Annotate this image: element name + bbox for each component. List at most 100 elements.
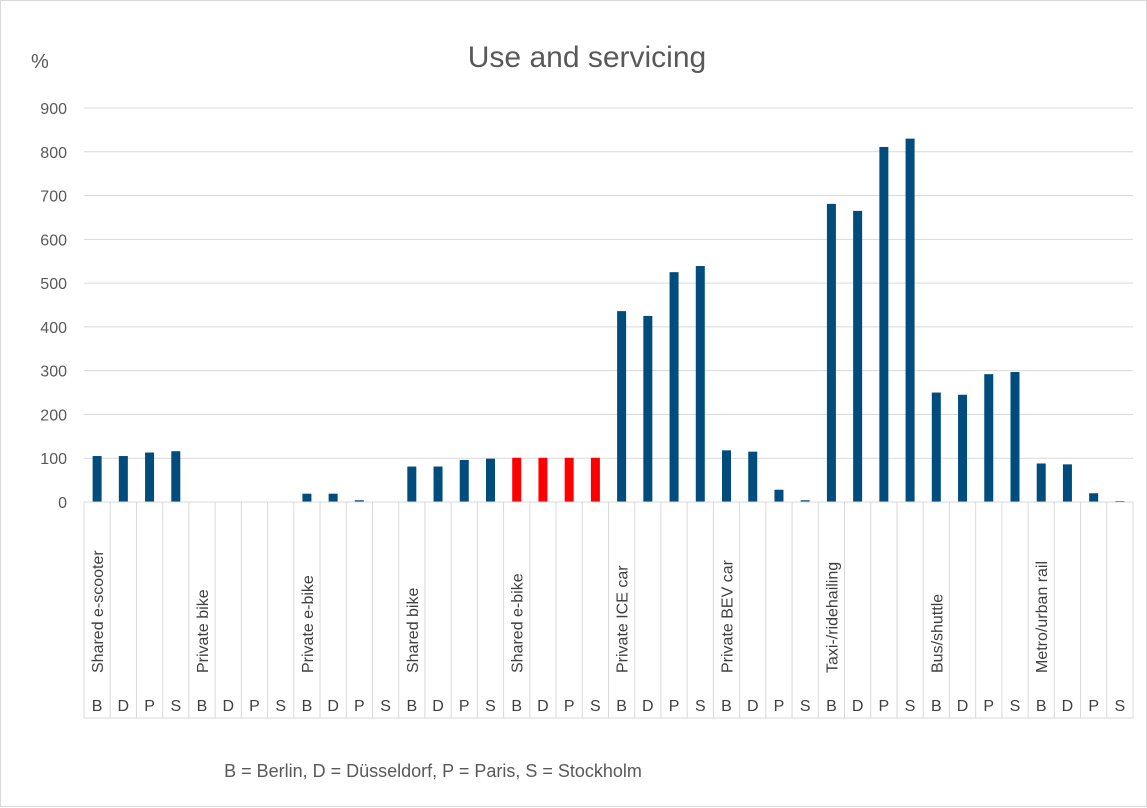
bar — [118, 456, 128, 502]
city-label: S — [695, 698, 706, 715]
y-tick-label: 100 — [40, 451, 67, 468]
bar — [695, 266, 705, 502]
category-label: Taxi-/ridehailing — [824, 562, 841, 673]
city-label: B — [302, 698, 313, 715]
city-label: B — [511, 698, 522, 715]
bar — [92, 456, 102, 502]
category-label: Bus/shuttle — [929, 594, 946, 673]
city-label: P — [564, 698, 575, 715]
city-label: P — [983, 698, 994, 715]
category-label: Private bike — [195, 589, 212, 673]
bar — [328, 493, 338, 502]
bar — [643, 315, 653, 502]
city-label: P — [1088, 698, 1099, 715]
city-label: D — [118, 698, 130, 715]
city-label: D — [432, 698, 444, 715]
city-label: S — [380, 698, 391, 715]
category-label: Private ICE car — [615, 565, 632, 673]
category-label: Private e-bike — [300, 575, 317, 673]
bar — [617, 311, 627, 502]
city-label: B — [92, 698, 103, 715]
city-label: D — [327, 698, 339, 715]
y-tick-label: 200 — [40, 407, 67, 424]
bar — [905, 138, 915, 502]
bar — [931, 392, 941, 502]
category-label: Shared e-bike — [510, 573, 527, 673]
bar — [826, 203, 836, 502]
category-label: Shared bike — [405, 588, 422, 673]
bar — [748, 451, 758, 502]
y-tick-label: 400 — [40, 320, 67, 337]
category-label: Shared e-scooter — [90, 550, 107, 673]
city-label: D — [747, 698, 759, 715]
y-tick-label: 0 — [58, 495, 67, 512]
city-label: B — [406, 698, 417, 715]
gridlines — [84, 107, 1133, 459]
bar — [459, 459, 469, 502]
city-label: B — [826, 698, 837, 715]
city-label: B — [616, 698, 627, 715]
city-label: D — [222, 698, 234, 715]
bar — [407, 466, 417, 502]
y-axis-unit-label: % — [31, 51, 49, 73]
bar — [1036, 463, 1046, 502]
category-label: Private BEV car — [720, 559, 737, 673]
city-label: D — [642, 698, 654, 715]
city-label: D — [1062, 698, 1074, 715]
bar — [145, 452, 155, 502]
bar — [879, 146, 889, 502]
city-label: P — [459, 698, 470, 715]
y-tick-label: 800 — [40, 145, 67, 162]
y-tick-label: 600 — [40, 232, 67, 249]
chart-title: Use and servicing — [468, 41, 706, 74]
city-label: S — [485, 698, 496, 715]
city-label: S — [590, 698, 601, 715]
city-label: P — [774, 698, 785, 715]
city-label: B — [931, 698, 942, 715]
bar — [853, 210, 863, 502]
bar — [1010, 371, 1020, 502]
y-axis-ticks: 0 100 200 300 400 500 600 700 800 900 — [40, 101, 67, 512]
bar — [485, 458, 495, 502]
bars — [92, 138, 1125, 502]
bar — [669, 272, 679, 502]
city-label: P — [144, 698, 155, 715]
city-label: B — [197, 698, 208, 715]
bar — [354, 500, 364, 502]
y-tick-label: 700 — [40, 189, 67, 206]
bar — [171, 451, 181, 502]
city-label: B — [721, 698, 732, 715]
bar — [800, 500, 810, 502]
bar — [722, 450, 732, 502]
city-label: B — [1036, 698, 1047, 715]
bar — [512, 457, 522, 502]
y-tick-label: 300 — [40, 364, 67, 381]
y-tick-label: 900 — [40, 101, 67, 118]
bar — [433, 466, 443, 502]
bar — [1062, 464, 1072, 502]
bar — [958, 394, 968, 502]
bar — [1089, 493, 1099, 502]
city-label: S — [1115, 698, 1126, 715]
city-label: D — [852, 698, 864, 715]
city-label: S — [170, 698, 181, 715]
category-label: Metro/urban rail — [1034, 561, 1051, 673]
bar — [564, 457, 574, 502]
city-label: S — [1010, 698, 1021, 715]
city-label: P — [879, 698, 890, 715]
city-label: S — [800, 698, 811, 715]
city-label: P — [669, 698, 680, 715]
bar — [590, 457, 600, 502]
city-label: P — [249, 698, 260, 715]
bar — [774, 489, 784, 502]
bar — [538, 457, 548, 502]
city-label: D — [537, 698, 549, 715]
footnote: B = Berlin, D = Düsseldorf, P = Paris, S… — [224, 761, 642, 781]
city-label: P — [354, 698, 365, 715]
y-tick-label: 500 — [40, 276, 67, 293]
city-label: D — [957, 698, 969, 715]
bar — [984, 374, 994, 502]
